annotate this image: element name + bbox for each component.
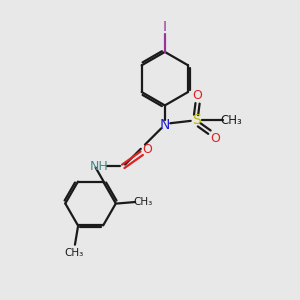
Text: O: O bbox=[211, 132, 220, 145]
Text: NH: NH bbox=[90, 160, 109, 173]
Text: S: S bbox=[192, 113, 200, 127]
Text: O: O bbox=[193, 88, 202, 101]
Text: CH₃: CH₃ bbox=[221, 114, 243, 127]
Text: N: N bbox=[160, 118, 170, 132]
Text: O: O bbox=[143, 142, 153, 156]
Text: CH₃: CH₃ bbox=[134, 197, 153, 207]
Text: I: I bbox=[163, 20, 167, 34]
Text: CH₃: CH₃ bbox=[65, 248, 84, 258]
